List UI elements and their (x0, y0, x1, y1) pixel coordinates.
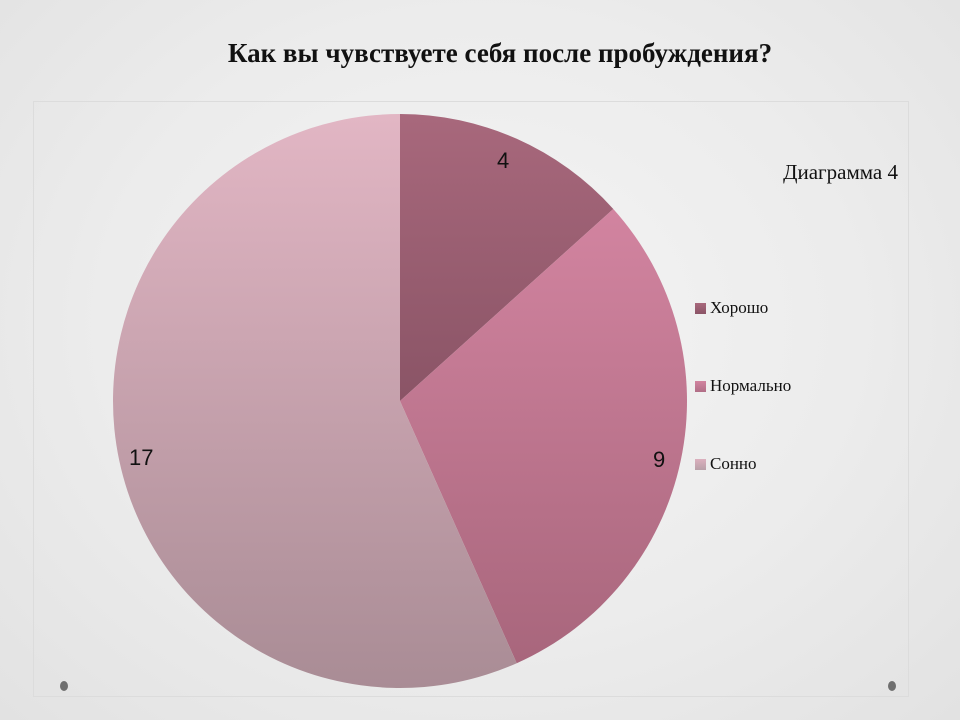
plot-area-frame (33, 101, 909, 697)
pie-slice-1 (400, 208, 688, 664)
decorative-dot-left (60, 681, 68, 691)
pie-slice-2 (113, 114, 517, 688)
legend-label: Нормально (710, 376, 792, 395)
pie-slice-0 (400, 114, 614, 401)
decorative-dot-right (888, 681, 896, 691)
slide-title: Как вы чувствуете себя после пробуждения… (227, 38, 773, 68)
legend-label: Сонно (710, 454, 757, 473)
legend-item-normalno: Нормально (695, 376, 791, 396)
data-label-khorosho: 4 (497, 148, 510, 173)
legend-item-khorosho: Хорошо (695, 298, 768, 318)
legend-item-sonno: Сонно (695, 454, 757, 474)
legend-swatch-icon (695, 302, 706, 314)
data-label-sonno: 17 (129, 445, 154, 470)
pie-slices (113, 114, 688, 688)
chart-subtitle: Диаграмма 4 (783, 160, 898, 184)
data-label-normalno: 9 (653, 447, 666, 472)
legend-swatch-icon (695, 380, 706, 392)
legend-swatch-icon (695, 458, 706, 470)
legend-label: Хорошо (710, 298, 769, 317)
